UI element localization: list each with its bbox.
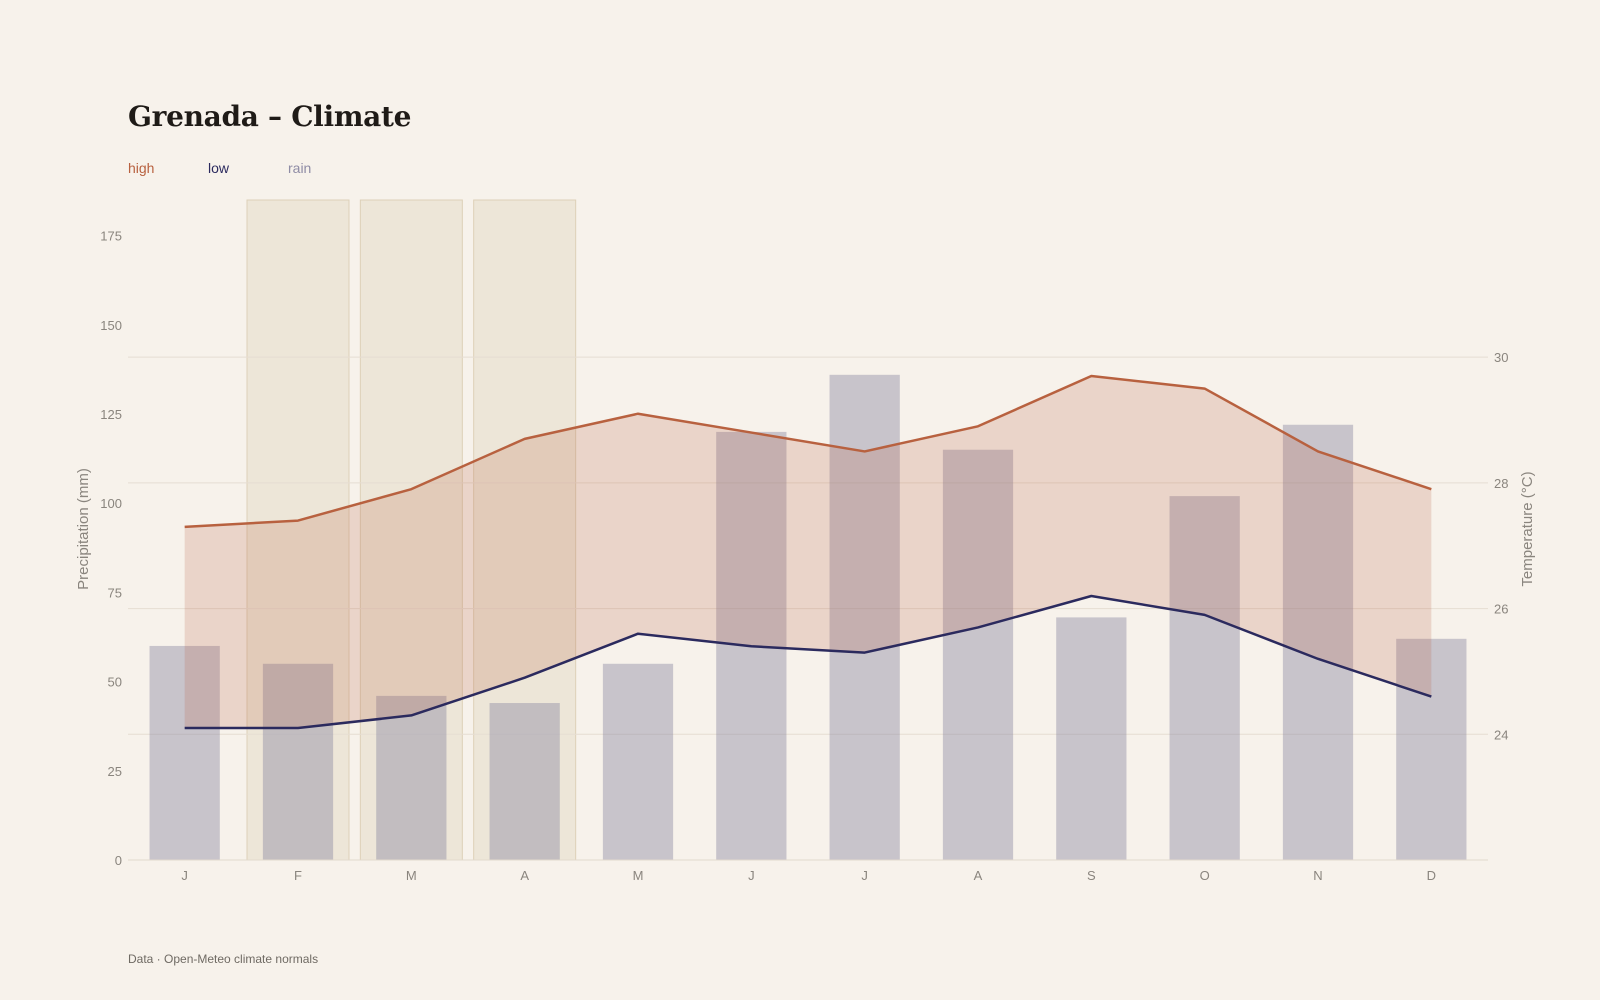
legend-label-rain: rain <box>288 160 312 176</box>
temperature-band-layer <box>184 376 1432 728</box>
rain-bar <box>602 663 674 860</box>
x-tick-label: D <box>1427 868 1436 883</box>
rain-bar <box>942 449 1014 860</box>
data-source-note: Data · Open-Meteo climate normals <box>128 952 319 966</box>
legend-label-low: low <box>208 160 230 176</box>
x-tick-label: M <box>406 868 417 883</box>
temperature-range-band <box>184 376 1432 728</box>
rain-bar <box>149 645 220 860</box>
right-tick-label: 28 <box>1494 476 1508 491</box>
rain-bar <box>376 695 447 860</box>
highlight-column <box>473 199 577 861</box>
rain-bar <box>262 663 334 860</box>
x-tick-label: A <box>974 868 983 883</box>
right-tick-label: 30 <box>1494 350 1508 365</box>
rain-bar <box>1282 424 1354 860</box>
x-tick-label: F <box>294 868 302 883</box>
low-temperature-line <box>184 594 1432 730</box>
x-tick-label: A <box>520 868 529 883</box>
left-tick-label: 25 <box>108 764 122 779</box>
chart-title: Grenada – Climate <box>128 100 412 133</box>
rain-bar <box>1396 638 1467 860</box>
x-tick-label: M <box>633 868 644 883</box>
right-tick-label: 24 <box>1494 727 1508 742</box>
x-tick-label: J <box>181 868 188 883</box>
x-tick-label: J <box>861 868 868 883</box>
x-tick-label: O <box>1200 868 1210 883</box>
left-tick-label: 100 <box>100 496 122 511</box>
x-tick-label: N <box>1313 868 1322 883</box>
legend-item-low: low <box>208 160 288 176</box>
left-tick-label: 75 <box>108 585 122 600</box>
highlight-column <box>246 199 350 861</box>
rain-bar <box>489 703 560 860</box>
left-tick-label: 125 <box>100 407 122 422</box>
rain-bar <box>1169 496 1240 860</box>
legend-label-high: high <box>128 160 155 176</box>
x-tick-label: S <box>1087 868 1096 883</box>
chart-legend: high low rain <box>128 160 368 176</box>
left-tick-label: 150 <box>100 318 122 333</box>
high-temperature-line <box>184 374 1432 529</box>
left-tick-label: 0 <box>115 853 122 868</box>
bars-layer <box>149 374 1467 860</box>
legend-item-rain: rain <box>288 160 368 176</box>
axes-layer: 0 25 50 75 100 125 150 175 24 26 28 30 J F M A M J J A S O N D P… <box>75 229 1536 883</box>
grid-layer <box>128 356 1488 735</box>
rain-bar <box>1056 617 1127 860</box>
rain-bar <box>829 374 900 860</box>
y-axis-label-right: Temperature (°C) <box>1519 471 1536 586</box>
left-tick-label: 50 <box>108 675 122 690</box>
left-tick-label: 175 <box>100 229 122 244</box>
x-tick-label: J <box>748 868 755 883</box>
y-axis-label-left: Precipitation (mm) <box>75 468 92 590</box>
highlight-layer <box>246 199 577 861</box>
legend-item-high: high <box>128 160 208 176</box>
highlight-column <box>359 199 463 861</box>
lines-layer <box>184 374 1432 730</box>
right-tick-label: 26 <box>1494 602 1508 617</box>
